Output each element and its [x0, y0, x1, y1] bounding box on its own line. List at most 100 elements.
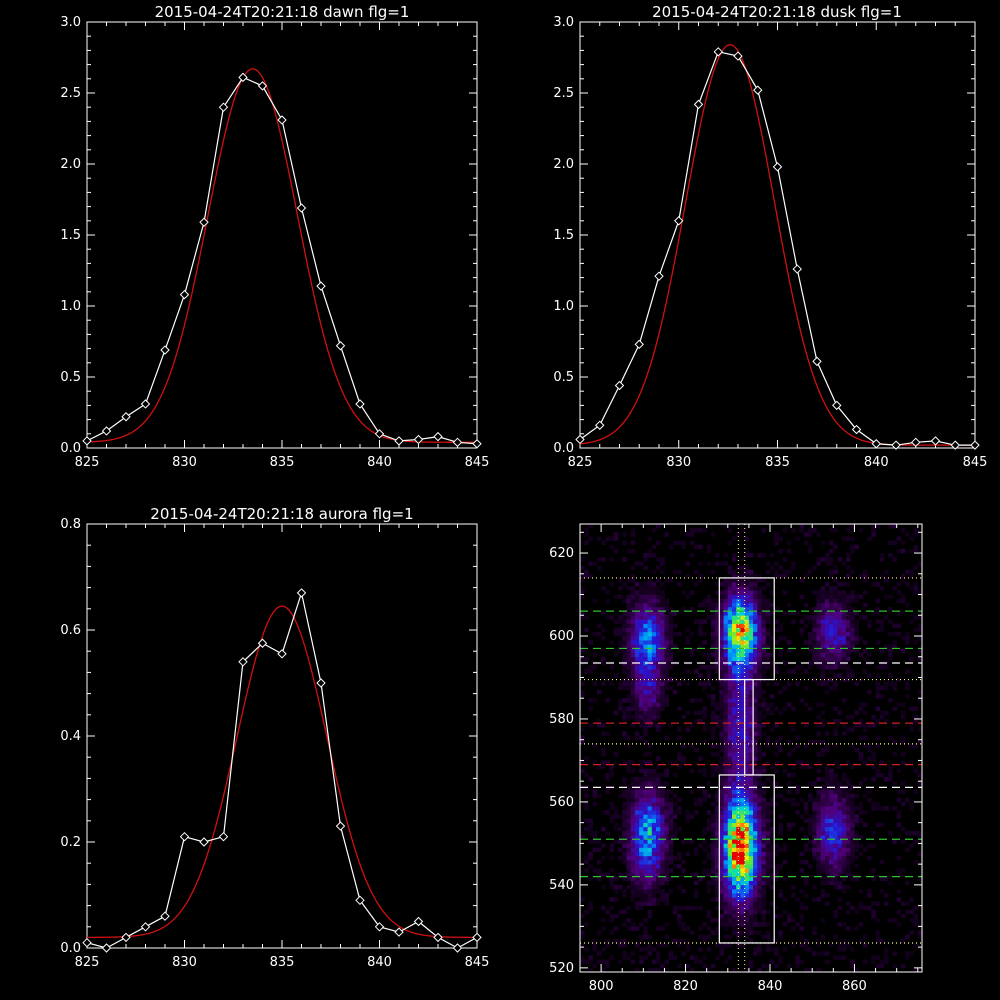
heatmap-cell: [884, 681, 889, 687]
heatmap-cell: [846, 760, 851, 765]
heatmap-cell: [879, 623, 885, 629]
heatmap-cell: [689, 967, 695, 973]
heatmap-cell: [829, 872, 834, 877]
heatmap-cell: [656, 884, 661, 890]
heatmap-cell: [710, 822, 716, 828]
heatmap-cell: [723, 909, 729, 915]
heatmap-cell: [727, 748, 733, 753]
heatmap-cell: [833, 955, 838, 960]
heatmap-cell: [719, 860, 724, 865]
heatmap-cell: [753, 648, 758, 653]
heatmap-cell: [812, 822, 817, 828]
heatmap-cell: [647, 880, 653, 886]
heatmap-cell: [656, 689, 661, 695]
heatmap-cell: [753, 685, 758, 691]
heatmap-cell: [618, 648, 623, 653]
heatmap-cell: [592, 652, 598, 658]
heatmap-cell: [858, 810, 864, 815]
heatmap-cell: [732, 602, 737, 608]
heatmap-cell: [858, 636, 864, 641]
heatmap-cell: [736, 864, 741, 869]
heatmap-cell: [618, 872, 623, 877]
heatmap-cell: [736, 893, 741, 898]
heatmap-cell: [757, 901, 762, 906]
heatmap-cell: [858, 806, 864, 811]
heatmap-cell: [820, 843, 826, 848]
heatmap-cell: [727, 644, 733, 649]
heatmap-cell: [677, 855, 682, 861]
heatmap-cell: [761, 648, 767, 653]
heatmap-cell: [774, 681, 779, 687]
heatmap-cell: [837, 764, 843, 770]
heatmap-cell: [761, 901, 767, 906]
heatmap-cell: [647, 677, 653, 682]
heatmap-cell: [744, 818, 750, 823]
heatmap-cell: [622, 582, 627, 587]
heatmap-cell: [748, 926, 754, 931]
heatmap-cell: [770, 851, 775, 857]
heatmap-cell: [748, 710, 754, 716]
heatmap-cell: [727, 768, 733, 774]
heatmap-cell: [858, 615, 864, 620]
heatmap-cell: [732, 851, 737, 857]
heatmap-cell: [748, 665, 754, 670]
heatmap-cell: [862, 640, 868, 645]
heatmap-cell: [727, 760, 733, 765]
heatmap-cell: [626, 884, 631, 890]
heatmap-cell: [643, 685, 648, 691]
heatmap-cell: [732, 594, 737, 599]
heatmap-cell: [816, 598, 821, 604]
y-tick-label: 600: [549, 629, 574, 644]
heatmap-cell: [824, 822, 830, 828]
heatmap-cell: [808, 660, 813, 666]
heatmap-cell: [618, 959, 623, 965]
heatmap-cell: [913, 528, 919, 533]
data-point-diamond: [891, 440, 901, 450]
heatmap-cell: [740, 760, 745, 765]
heatmap-cell: [850, 548, 855, 554]
heatmap-cell: [829, 540, 834, 546]
heatmap-cell: [613, 889, 619, 894]
heatmap-cell: [862, 702, 868, 707]
heatmap-cell: [765, 582, 771, 587]
heatmap-cell: [672, 644, 678, 649]
heatmap-cell: [626, 818, 631, 823]
heatmap-cell: [846, 839, 851, 844]
heatmap-cell: [660, 830, 665, 836]
heatmap-cell: [634, 793, 640, 799]
heatmap-cell: [656, 926, 661, 931]
heatmap-cell: [651, 785, 657, 790]
heatmap-cell: [732, 785, 737, 790]
heatmap-cell: [875, 706, 881, 711]
heatmap-cell: [841, 606, 847, 612]
heatmap-cell: [622, 793, 627, 799]
heatmap-cell: [656, 835, 661, 840]
heatmap-cell: [647, 872, 653, 877]
heatmap-cell: [774, 561, 779, 566]
heatmap-cell: [748, 880, 754, 886]
heatmap-cell: [698, 631, 703, 637]
heatmap-cell: [829, 619, 834, 624]
heatmap-cell: [833, 843, 838, 848]
heatmap-cell: [634, 855, 640, 861]
heatmap-cell: [770, 938, 775, 944]
heatmap-cell: [740, 847, 745, 853]
heatmap-cell: [761, 627, 767, 633]
heatmap-cell: [609, 681, 615, 687]
heatmap-cell: [727, 710, 733, 716]
heatmap-cell: [740, 669, 745, 674]
heatmap-cell: [824, 677, 830, 682]
heatmap-cell: [672, 631, 678, 637]
heatmap-cell: [634, 673, 640, 678]
heatmap-cell: [824, 806, 830, 811]
heatmap-cell: [668, 648, 674, 653]
heatmap-cell: [896, 922, 902, 927]
heatmap-cell: [765, 652, 771, 658]
heatmap-cell: [803, 876, 809, 882]
heatmap-cell: [917, 627, 923, 633]
heatmap-cell: [727, 615, 733, 620]
heatmap-cell: [639, 889, 644, 894]
heatmap-cell: [833, 830, 838, 836]
heatmap-cell: [837, 835, 843, 840]
data-point-diamond: [218, 102, 229, 112]
